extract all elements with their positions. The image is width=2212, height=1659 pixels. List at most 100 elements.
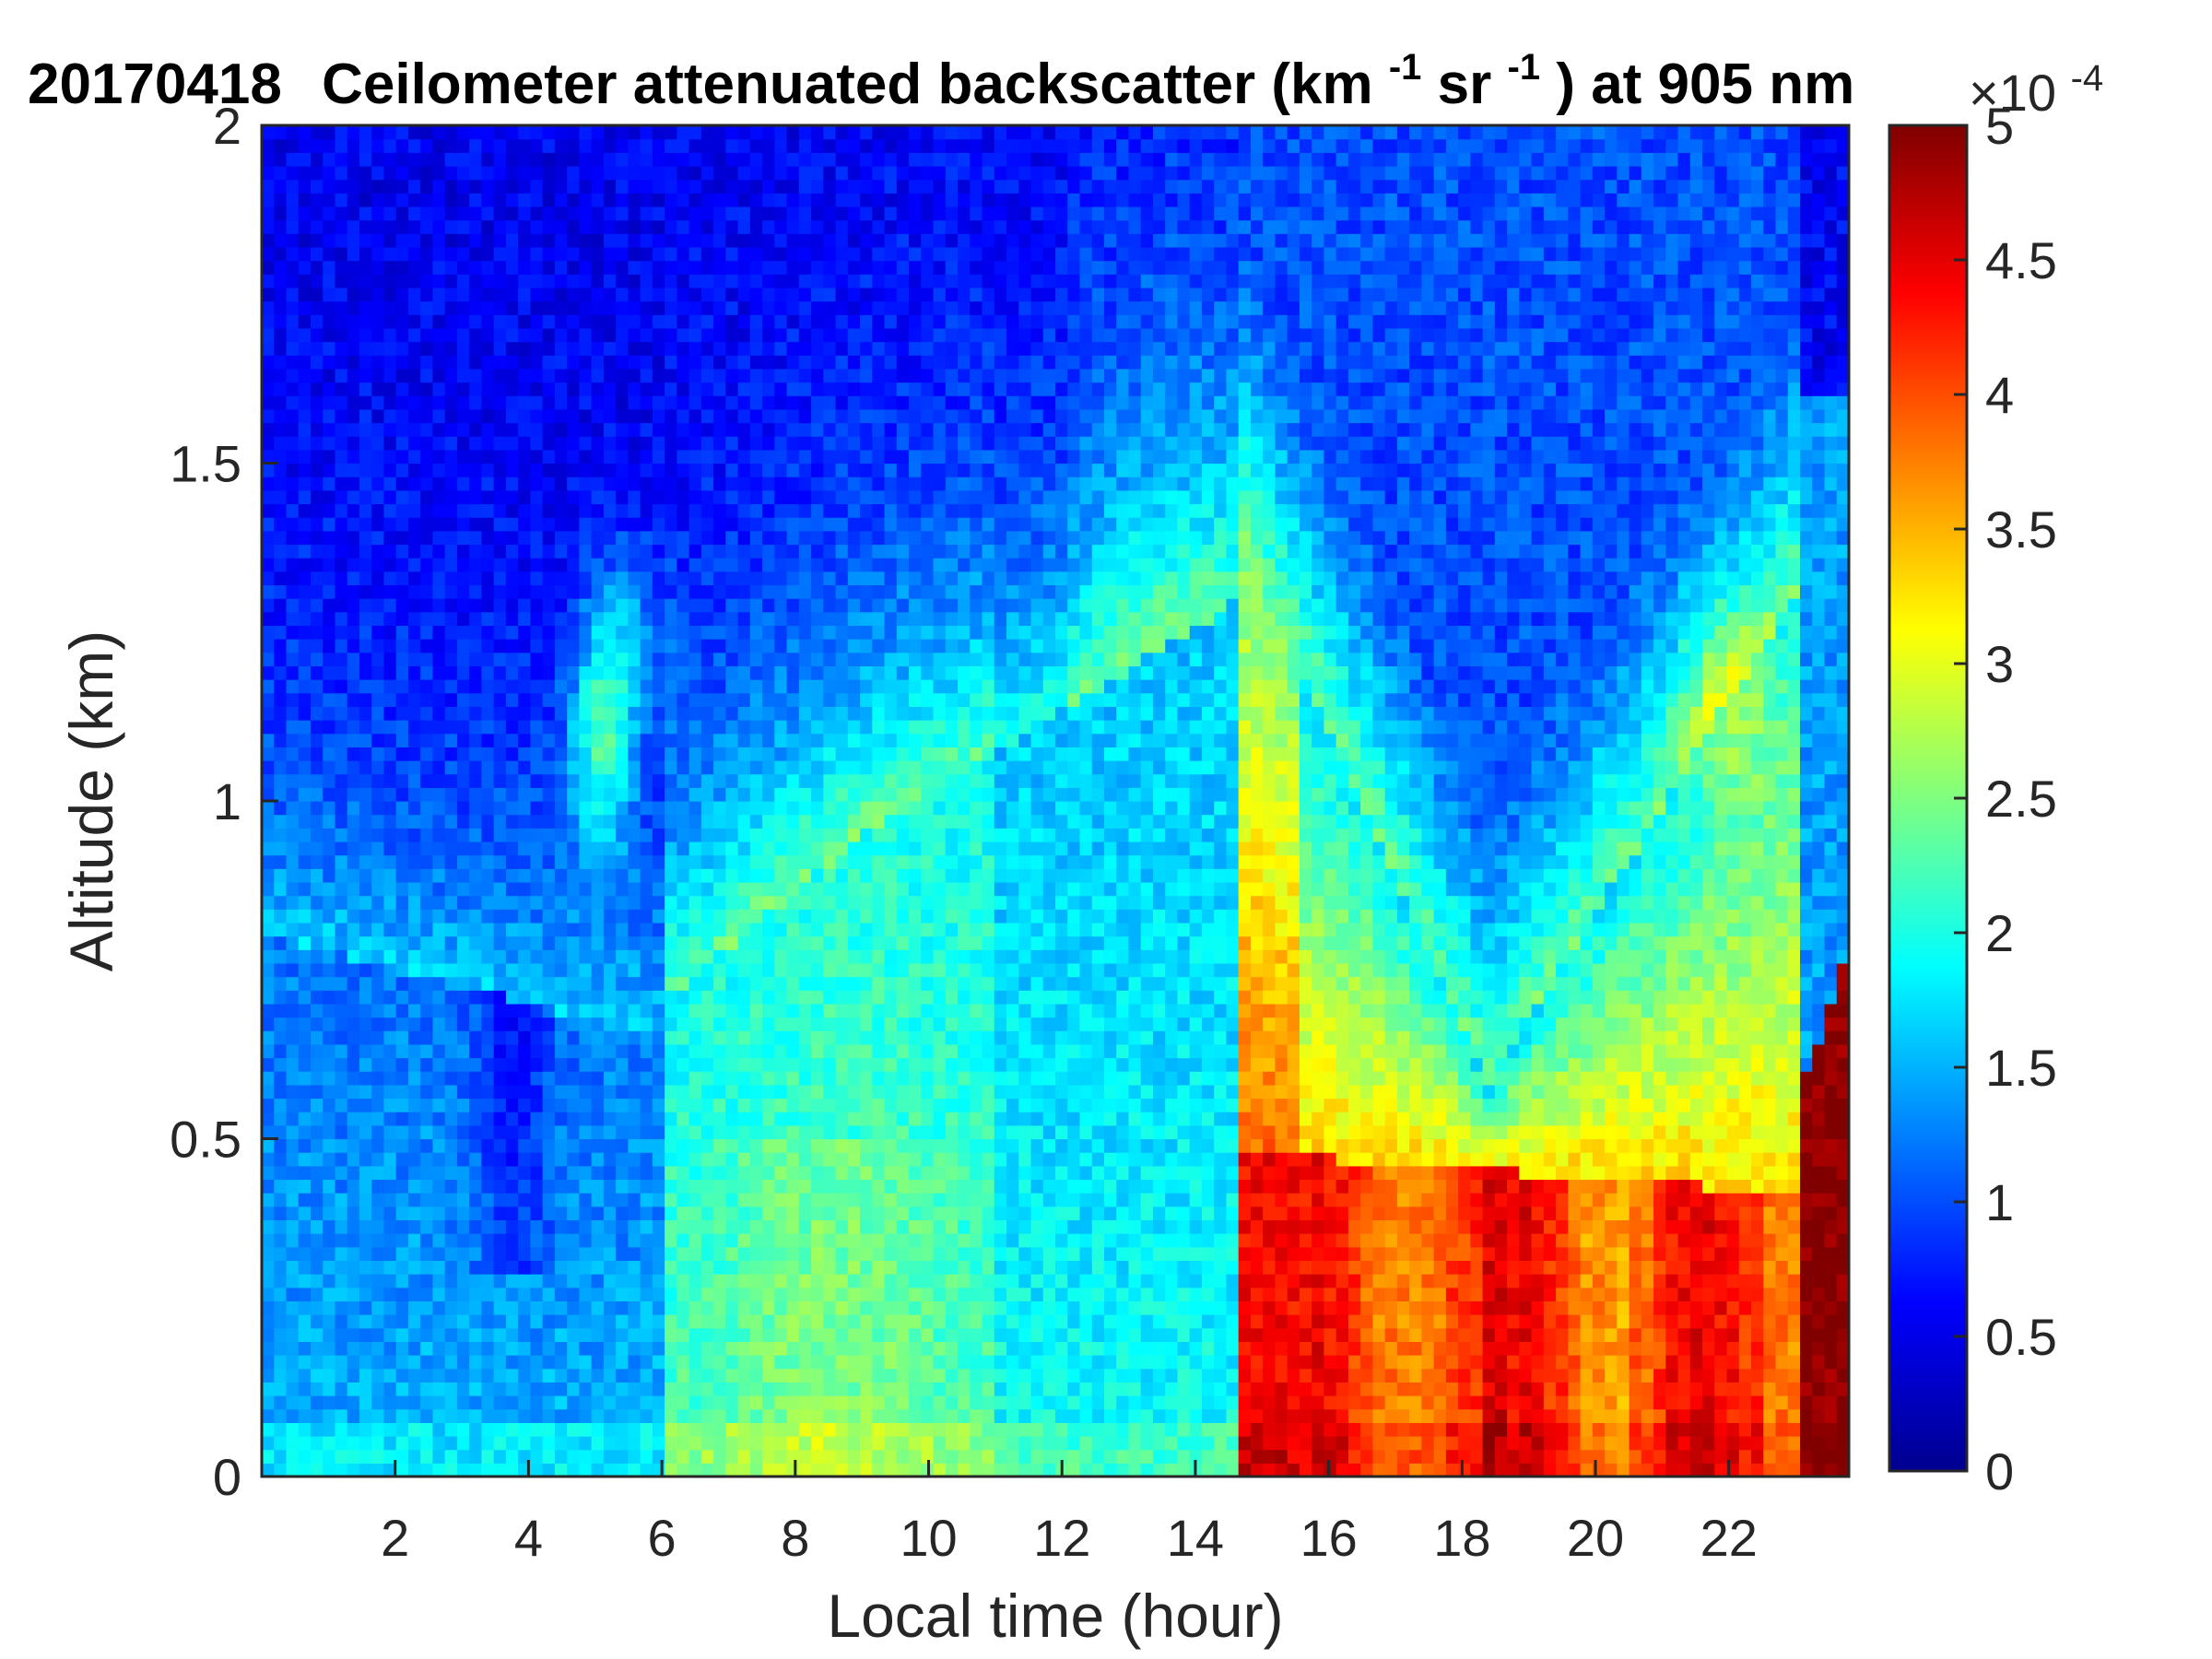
heatmap-cell xyxy=(713,571,726,586)
heatmap-cell xyxy=(811,733,824,747)
heatmap-cell xyxy=(603,1422,617,1437)
heatmap-cell xyxy=(505,747,519,761)
heatmap-cell xyxy=(567,1355,580,1370)
heatmap-cell xyxy=(395,639,409,653)
heatmap-cell xyxy=(591,503,605,518)
heatmap-cell xyxy=(628,1436,641,1451)
heatmap-cell xyxy=(310,1382,324,1396)
heatmap-cell xyxy=(542,1193,556,1207)
heatmap-cell xyxy=(700,152,714,167)
heatmap-cell xyxy=(688,233,702,248)
heatmap-cell xyxy=(628,652,641,666)
heatmap-cell xyxy=(786,395,800,410)
heatmap-cell xyxy=(762,1408,775,1423)
heatmap-cell xyxy=(323,733,336,747)
heatmap-cell xyxy=(554,422,568,437)
heatmap-cell xyxy=(407,584,421,599)
heatmap-cell xyxy=(835,341,849,356)
heatmap-cell xyxy=(274,1152,288,1167)
heatmap-cell xyxy=(688,773,702,788)
heatmap-cell xyxy=(420,1179,434,1194)
heatmap-cell xyxy=(432,1124,446,1140)
heatmap-cell xyxy=(835,881,849,897)
heatmap-cell xyxy=(395,692,409,707)
heatmap-cell xyxy=(518,1422,532,1437)
heatmap-cell xyxy=(700,1043,714,1059)
heatmap-cell xyxy=(774,1071,788,1086)
heatmap-cell xyxy=(505,733,519,747)
heatmap-cell xyxy=(554,1030,568,1045)
heatmap-cell xyxy=(652,1030,665,1045)
heatmap-cell xyxy=(395,881,409,897)
heatmap-cell xyxy=(310,1219,324,1234)
heatmap-cell xyxy=(628,1233,641,1248)
heatmap-cell xyxy=(323,300,336,315)
heatmap-cell xyxy=(262,246,275,262)
heatmap-cell xyxy=(603,1152,617,1167)
heatmap-cell xyxy=(677,706,690,721)
heatmap-cell xyxy=(737,665,751,680)
heatmap-cell xyxy=(286,558,300,572)
heatmap-cell xyxy=(469,489,483,505)
heatmap-cell xyxy=(579,1165,593,1181)
heatmap-cell xyxy=(835,219,849,234)
heatmap-cell xyxy=(371,1368,385,1382)
heatmap-cell xyxy=(579,747,593,761)
heatmap-cell xyxy=(798,760,812,775)
heatmap-cell xyxy=(407,1382,421,1396)
heatmap-cell xyxy=(359,125,372,140)
heatmap-cell xyxy=(371,814,385,829)
heatmap-cell xyxy=(274,665,288,680)
heatmap-cell xyxy=(371,922,385,937)
heatmap-cell xyxy=(677,1098,690,1112)
heatmap-cell xyxy=(762,692,775,707)
heatmap-cell xyxy=(749,720,763,735)
heatmap-cell xyxy=(542,138,556,153)
heatmap-cell xyxy=(640,233,653,248)
heatmap-cell xyxy=(860,760,873,775)
heatmap-cell xyxy=(860,314,873,329)
heatmap-cell xyxy=(640,206,653,221)
heatmap-cell xyxy=(811,382,824,396)
heatmap-cell xyxy=(371,962,385,978)
heatmap-cell xyxy=(371,1382,385,1396)
heatmap-cell xyxy=(835,477,849,491)
heatmap-cell xyxy=(860,854,873,869)
heatmap-cell xyxy=(665,1260,677,1275)
heatmap-cell xyxy=(493,1341,507,1356)
heatmap-cell xyxy=(652,854,665,869)
heatmap-cell xyxy=(725,165,739,181)
heatmap-cell xyxy=(640,1057,653,1072)
heatmap-cell xyxy=(786,571,800,586)
heatmap-cell xyxy=(737,1260,751,1275)
heatmap-cell xyxy=(847,1057,861,1072)
heatmap-cell xyxy=(774,422,788,437)
heatmap-cell xyxy=(298,1327,312,1342)
heatmap-cell xyxy=(786,1327,800,1342)
heatmap-cell xyxy=(493,1463,507,1477)
heatmap-cell xyxy=(579,341,593,356)
heatmap-cell xyxy=(860,747,873,761)
heatmap-cell xyxy=(469,287,483,302)
heatmap-cell xyxy=(469,368,483,383)
heatmap-cell xyxy=(262,1368,275,1382)
heatmap-cell xyxy=(665,206,677,221)
heatmap-cell xyxy=(493,922,507,937)
heatmap-cell xyxy=(860,1124,873,1140)
heatmap-cell xyxy=(786,1112,800,1126)
heatmap-cell xyxy=(518,990,532,1005)
heatmap-cell xyxy=(286,935,300,950)
heatmap-cell xyxy=(274,1341,288,1356)
heatmap-cell xyxy=(798,868,812,883)
heatmap-cell xyxy=(725,652,739,666)
heatmap-cell xyxy=(383,1355,397,1370)
heatmap-cell xyxy=(456,1368,470,1382)
heatmap-cell xyxy=(713,625,726,640)
heatmap-cell xyxy=(493,760,507,775)
heatmap-cell xyxy=(274,1219,288,1234)
heatmap-cell xyxy=(835,1193,849,1207)
heatmap-cell xyxy=(774,1193,788,1207)
heatmap-cell xyxy=(530,787,544,802)
heatmap-cell xyxy=(335,571,348,586)
heatmap-cell xyxy=(554,1003,568,1018)
